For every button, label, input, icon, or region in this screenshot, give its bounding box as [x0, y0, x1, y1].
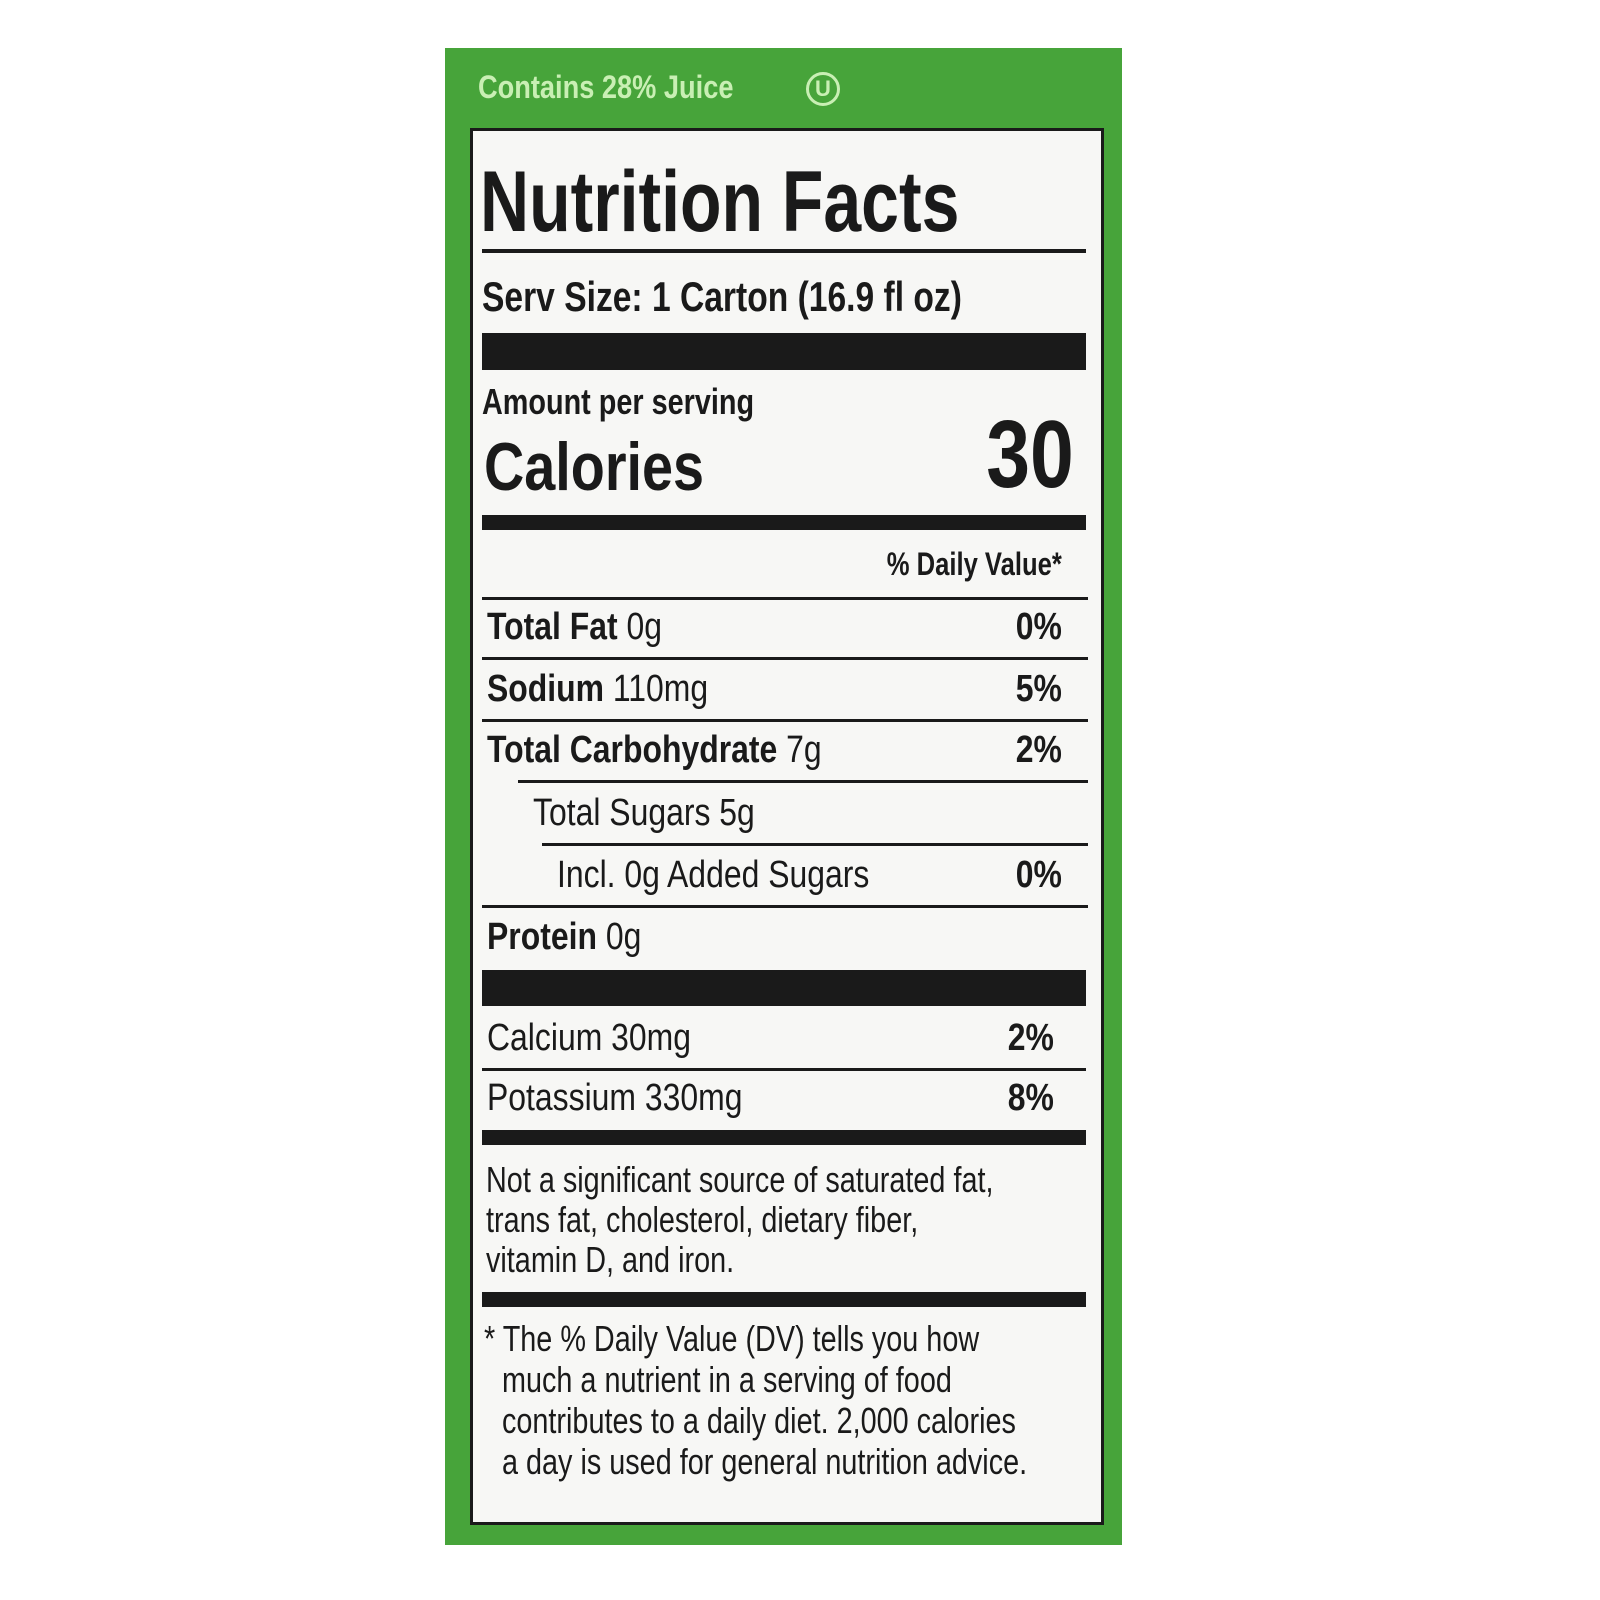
nutrient-row: Sodium 110mg	[487, 670, 708, 708]
serving-size-part: Serv Size: 1 Carton	[482, 273, 789, 320]
calories-label-part: Calories	[484, 429, 705, 505]
nutrient-dv: 0%	[1016, 856, 1062, 894]
nutrient-row: Total Carbohydrate 7g	[487, 731, 822, 769]
note-line-part: vitamin D, and iron.	[486, 1239, 735, 1280]
nutrient-row-part: 110mg	[612, 668, 709, 710]
juice-claim: Contains 28% Juice	[478, 71, 733, 103]
mineral-dv: 8%	[1008, 1079, 1054, 1117]
rule	[482, 905, 1088, 908]
footnote-line: a day is used for general nutrition advi…	[502, 1444, 1027, 1480]
footnote-line-part: * The % Daily Value (DV) tells you how	[484, 1318, 980, 1359]
nutrient-dv: 0%	[1016, 608, 1062, 646]
nutrient-row-part: Total Fat	[487, 606, 618, 648]
rule	[482, 249, 1086, 253]
rule	[482, 719, 1088, 722]
rule	[518, 780, 1088, 783]
nutrient-dv-part: 0%	[1015, 854, 1062, 896]
calories-value-part: 30	[986, 401, 1074, 508]
nutrient-row: Incl. 0g Added Sugars	[557, 856, 869, 894]
footnote-line-part: contributes to a daily diet. 2,000 calor…	[502, 1400, 1016, 1441]
nutrient-row-part: Incl. 0g Added Sugars	[557, 854, 870, 896]
title-part: Nutrition Facts	[480, 154, 960, 250]
nutrient-dv-part: 2%	[1015, 729, 1062, 771]
dv-header-part: % Daily Value*	[886, 546, 1062, 582]
nutrient-dv-part: 5%	[1015, 668, 1062, 710]
rule	[482, 515, 1086, 530]
rule	[482, 970, 1086, 1006]
footnote-line: much a nutrient in a serving of food	[502, 1362, 952, 1398]
nutrient-row: Protein 0g	[487, 918, 641, 956]
nutrient-row-part: Protein	[487, 916, 597, 958]
note-line: trans fat, cholesterol, dietary fiber,	[486, 1202, 918, 1238]
note-line-part: Not a significant source of saturated fa…	[486, 1159, 994, 1200]
juice-claim-part: Contains 28% Juice	[478, 69, 734, 105]
mineral-row-part: 30mg	[611, 1017, 692, 1059]
mineral-dv-part: 2%	[1007, 1017, 1054, 1059]
nutrient-row-part: Total Sugars	[533, 792, 711, 834]
dv-header: % Daily Value*	[887, 548, 1062, 580]
nutrient-row: Total Sugars 5g	[533, 794, 755, 832]
footnote-line: contributes to a daily diet. 2,000 calor…	[502, 1403, 1016, 1439]
nutrient-row-part: 7g	[786, 729, 822, 771]
footnote-line: * The % Daily Value (DV) tells you how	[484, 1321, 979, 1357]
nutrient-row-part: 5g	[719, 792, 755, 834]
serving-size-part: (16.9 fl oz)	[797, 273, 962, 320]
rule	[542, 843, 1088, 846]
serving-size: Serv Size: 1 Carton (16.9 fl oz)	[482, 276, 962, 318]
nutrient-row-part: Total Carbohydrate	[487, 729, 778, 771]
note-line: vitamin D, and iron.	[486, 1242, 734, 1278]
nutrient-dv-part: 0%	[1015, 606, 1062, 648]
rule	[482, 333, 1086, 370]
nutrient-dv: 5%	[1016, 670, 1062, 708]
rule	[482, 1068, 1086, 1071]
kosher-symbol: U	[806, 72, 840, 106]
mineral-dv: 2%	[1008, 1019, 1054, 1057]
note-line: Not a significant source of saturated fa…	[486, 1162, 993, 1198]
rule	[482, 1292, 1086, 1307]
amount-per-serving: Amount per serving	[482, 384, 754, 420]
nutrient-dv: 2%	[1016, 731, 1062, 769]
nutrient-row-part: Sodium	[487, 668, 605, 710]
nutrient-row: Total Fat 0g	[487, 608, 662, 646]
note-line-part: trans fat, cholesterol, dietary fiber,	[486, 1199, 919, 1240]
mineral-row-part: Calcium	[487, 1017, 603, 1059]
amount-per-serving-part: Amount per serving	[482, 381, 755, 422]
nutrient-row-part: 0g	[626, 606, 663, 648]
calories-value: 30	[986, 407, 1074, 503]
nutrient-row-part: 0g	[605, 916, 642, 958]
calories-label: Calories	[484, 433, 704, 501]
footnote-line-part: much a nutrient in a serving of food	[502, 1359, 952, 1400]
mineral-row-part: Potassium	[487, 1077, 637, 1119]
title: Nutrition Facts	[480, 159, 959, 245]
mineral-row: Potassium 330mg	[487, 1079, 743, 1117]
rule	[482, 597, 1088, 600]
mineral-dv-part: 8%	[1007, 1077, 1054, 1119]
mineral-row: Calcium 30mg	[487, 1019, 691, 1057]
mineral-row-part: 330mg	[644, 1077, 743, 1119]
rule	[482, 657, 1088, 660]
footnote-line-part: a day is used for general nutrition advi…	[502, 1441, 1028, 1482]
rule	[482, 1130, 1086, 1145]
